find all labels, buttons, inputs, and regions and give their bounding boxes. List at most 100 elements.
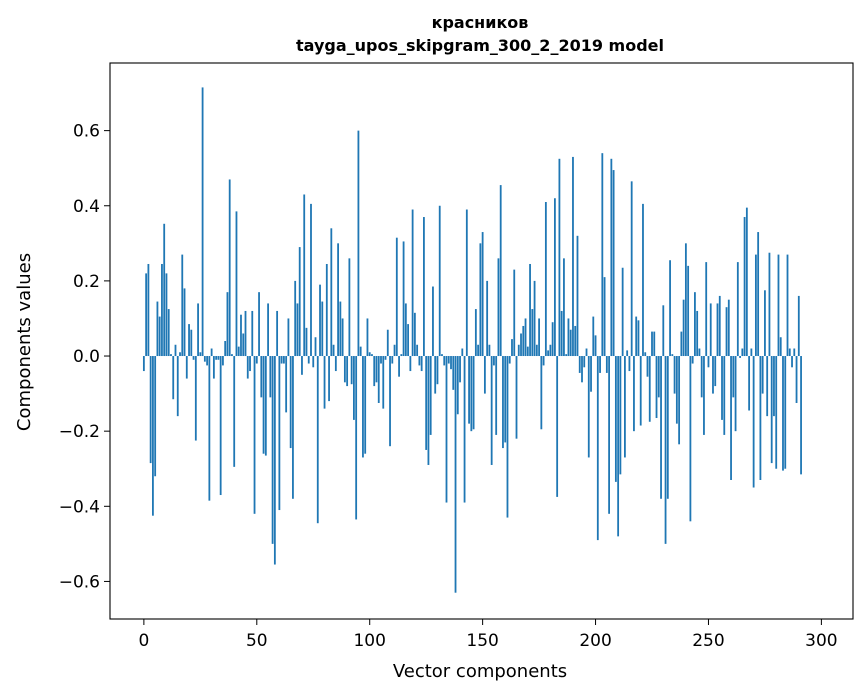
bar bbox=[298, 247, 301, 357]
bar bbox=[192, 356, 195, 360]
bar bbox=[429, 356, 432, 435]
bar bbox=[391, 356, 394, 364]
bar bbox=[269, 356, 272, 398]
bar bbox=[427, 356, 430, 465]
y-tick-label: 0.6 bbox=[73, 122, 100, 142]
bar bbox=[734, 356, 737, 432]
bar bbox=[499, 185, 502, 357]
bar bbox=[578, 356, 581, 373]
bar bbox=[312, 356, 315, 368]
bar bbox=[416, 344, 419, 357]
bar bbox=[346, 356, 349, 387]
bar bbox=[436, 356, 439, 385]
bar bbox=[314, 337, 317, 357]
bar bbox=[368, 352, 371, 357]
bar bbox=[651, 331, 653, 357]
bar bbox=[459, 356, 461, 383]
bar bbox=[364, 356, 367, 454]
bar bbox=[626, 350, 629, 357]
bar bbox=[637, 320, 640, 357]
bar bbox=[240, 314, 242, 357]
bar bbox=[678, 356, 681, 445]
bar bbox=[296, 303, 299, 357]
bar bbox=[371, 354, 373, 357]
bar bbox=[754, 254, 757, 357]
bar bbox=[504, 356, 507, 443]
chart-title: красников bbox=[432, 13, 529, 32]
bar bbox=[282, 356, 285, 364]
bar bbox=[741, 348, 744, 357]
bar bbox=[725, 307, 728, 357]
bar bbox=[217, 356, 220, 360]
bar bbox=[723, 356, 726, 435]
bar bbox=[395, 237, 398, 357]
bar bbox=[423, 217, 425, 357]
bar bbox=[258, 292, 260, 357]
bar bbox=[287, 318, 290, 357]
x-tick-label: 50 bbox=[246, 631, 268, 651]
bar bbox=[558, 158, 561, 357]
bar bbox=[432, 286, 434, 357]
bar bbox=[526, 346, 529, 357]
bar bbox=[260, 356, 263, 398]
bar bbox=[441, 354, 443, 357]
bar bbox=[653, 331, 656, 357]
bar bbox=[791, 356, 793, 368]
bar bbox=[614, 356, 617, 482]
bar bbox=[585, 348, 588, 357]
bar bbox=[375, 356, 378, 383]
bar bbox=[215, 356, 218, 360]
bar bbox=[793, 348, 796, 357]
bar bbox=[502, 356, 504, 449]
bar bbox=[176, 356, 179, 417]
bar bbox=[357, 130, 360, 357]
bar bbox=[465, 209, 468, 357]
bar bbox=[350, 356, 353, 385]
bar bbox=[384, 356, 387, 360]
bar bbox=[533, 280, 536, 357]
bar bbox=[714, 356, 717, 387]
bar bbox=[255, 356, 258, 364]
bar bbox=[242, 333, 245, 357]
bar bbox=[271, 356, 274, 544]
bar bbox=[206, 356, 209, 366]
bar bbox=[707, 356, 710, 368]
bar bbox=[197, 303, 199, 357]
x-axis-label: Vector components bbox=[393, 661, 567, 682]
bar bbox=[199, 352, 202, 357]
bar bbox=[646, 356, 649, 377]
bar bbox=[703, 356, 705, 435]
bar bbox=[319, 284, 321, 357]
bar bbox=[323, 356, 326, 409]
bar bbox=[301, 356, 303, 375]
bar bbox=[163, 223, 166, 357]
bar bbox=[743, 217, 746, 357]
bar bbox=[745, 207, 748, 357]
bar bbox=[434, 356, 437, 394]
bar bbox=[497, 258, 500, 357]
bar bbox=[495, 356, 498, 435]
bar bbox=[233, 356, 236, 467]
y-tick-label: −0.4 bbox=[59, 497, 100, 517]
bar bbox=[551, 322, 554, 357]
bar bbox=[285, 356, 288, 413]
bar bbox=[307, 356, 310, 364]
bar bbox=[389, 356, 391, 447]
bar bbox=[380, 356, 382, 364]
bar bbox=[581, 356, 583, 383]
bar bbox=[237, 346, 240, 357]
bar bbox=[267, 303, 269, 357]
bar bbox=[280, 356, 283, 364]
bar bbox=[152, 356, 154, 516]
bar bbox=[456, 356, 459, 415]
bar bbox=[687, 265, 690, 357]
bar bbox=[316, 356, 319, 524]
bar bbox=[235, 211, 238, 357]
bar bbox=[452, 356, 455, 390]
bar bbox=[445, 356, 448, 503]
bar bbox=[366, 318, 369, 357]
bar bbox=[764, 290, 766, 357]
bar bbox=[773, 356, 775, 417]
bar bbox=[777, 254, 780, 357]
bar bbox=[770, 356, 773, 464]
